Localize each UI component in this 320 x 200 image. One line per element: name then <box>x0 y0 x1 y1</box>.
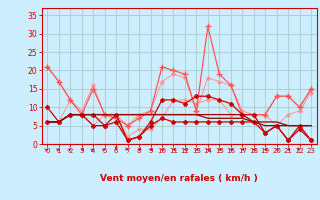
Text: Vent moyen/en rafales ( km/h ): Vent moyen/en rafales ( km/h ) <box>100 174 258 183</box>
